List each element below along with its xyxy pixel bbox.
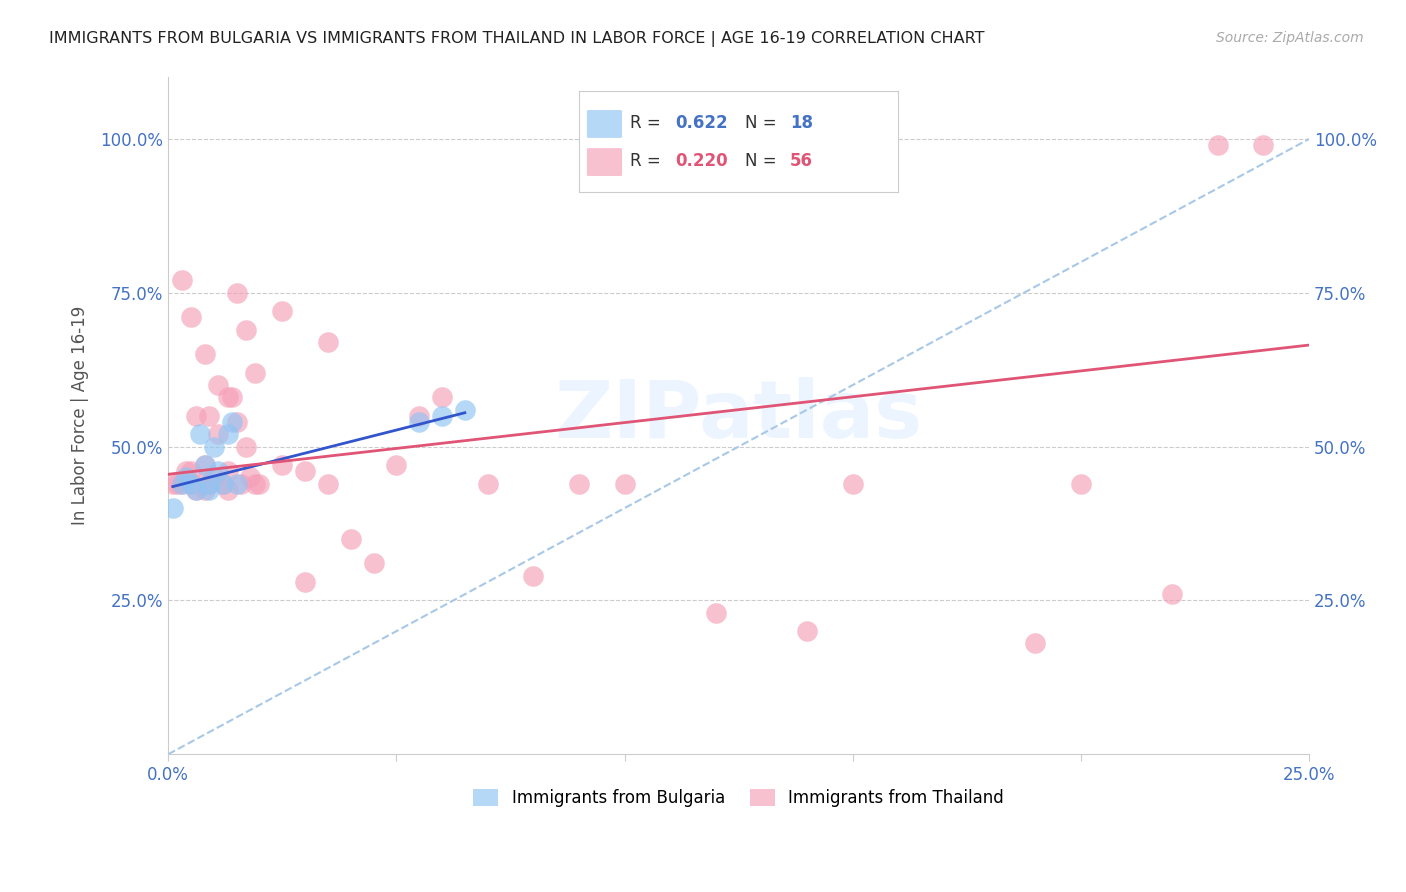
Point <box>207 464 229 478</box>
Legend: Immigrants from Bulgaria, Immigrants from Thailand: Immigrants from Bulgaria, Immigrants fro… <box>467 782 1011 814</box>
Point <box>180 310 202 325</box>
Point <box>217 427 239 442</box>
Point <box>363 557 385 571</box>
Point <box>184 409 207 423</box>
Point <box>235 323 257 337</box>
Point <box>162 501 184 516</box>
Point <box>841 476 863 491</box>
Point <box>170 273 193 287</box>
Point <box>294 574 316 589</box>
Point <box>176 470 198 484</box>
Point <box>194 458 217 472</box>
Point <box>184 483 207 497</box>
Point <box>198 483 221 497</box>
Point <box>430 390 453 404</box>
Point <box>202 440 225 454</box>
Point <box>477 476 499 491</box>
Point <box>225 476 247 491</box>
Point <box>316 334 339 349</box>
Point <box>166 476 188 491</box>
Point <box>194 458 217 472</box>
Text: Source: ZipAtlas.com: Source: ZipAtlas.com <box>1216 31 1364 45</box>
Point <box>217 390 239 404</box>
Point <box>796 624 818 639</box>
Point <box>198 476 221 491</box>
Point <box>170 476 193 491</box>
Point <box>1161 587 1184 601</box>
Point <box>235 440 257 454</box>
Point <box>225 415 247 429</box>
Point <box>188 476 211 491</box>
Point <box>188 427 211 442</box>
Point <box>408 409 430 423</box>
Point <box>176 464 198 478</box>
Point <box>243 366 266 380</box>
Point <box>202 470 225 484</box>
Text: ZIPatlas: ZIPatlas <box>554 376 922 455</box>
Point <box>194 347 217 361</box>
Text: IMMIGRANTS FROM BULGARIA VS IMMIGRANTS FROM THAILAND IN LABOR FORCE | AGE 16-19 : IMMIGRANTS FROM BULGARIA VS IMMIGRANTS F… <box>49 31 984 47</box>
Point <box>194 483 217 497</box>
Point <box>180 476 202 491</box>
Point <box>339 532 361 546</box>
Point <box>294 464 316 478</box>
Point <box>454 402 477 417</box>
Point <box>271 304 294 318</box>
Point <box>162 476 184 491</box>
Point <box>212 476 235 491</box>
Point <box>1253 138 1275 153</box>
Point <box>180 476 202 491</box>
Point <box>613 476 636 491</box>
Point <box>225 285 247 300</box>
Point <box>1206 138 1229 153</box>
Point <box>221 415 243 429</box>
Point <box>212 476 235 491</box>
Point <box>1070 476 1092 491</box>
Point <box>217 483 239 497</box>
Point <box>316 476 339 491</box>
Point <box>207 427 229 442</box>
Point <box>522 569 544 583</box>
Point <box>249 476 271 491</box>
Point <box>243 476 266 491</box>
Point <box>184 483 207 497</box>
Point <box>221 390 243 404</box>
Point <box>198 476 221 491</box>
Point <box>207 378 229 392</box>
Point <box>180 464 202 478</box>
Point <box>170 476 193 491</box>
Point <box>1024 636 1046 650</box>
Point <box>217 464 239 478</box>
Point <box>385 458 408 472</box>
Point <box>430 409 453 423</box>
Point <box>568 476 591 491</box>
Point <box>198 409 221 423</box>
Point <box>231 476 253 491</box>
Y-axis label: In Labor Force | Age 16-19: In Labor Force | Age 16-19 <box>72 306 89 525</box>
Point <box>704 606 727 620</box>
Point <box>239 470 262 484</box>
Point <box>271 458 294 472</box>
Point <box>408 415 430 429</box>
